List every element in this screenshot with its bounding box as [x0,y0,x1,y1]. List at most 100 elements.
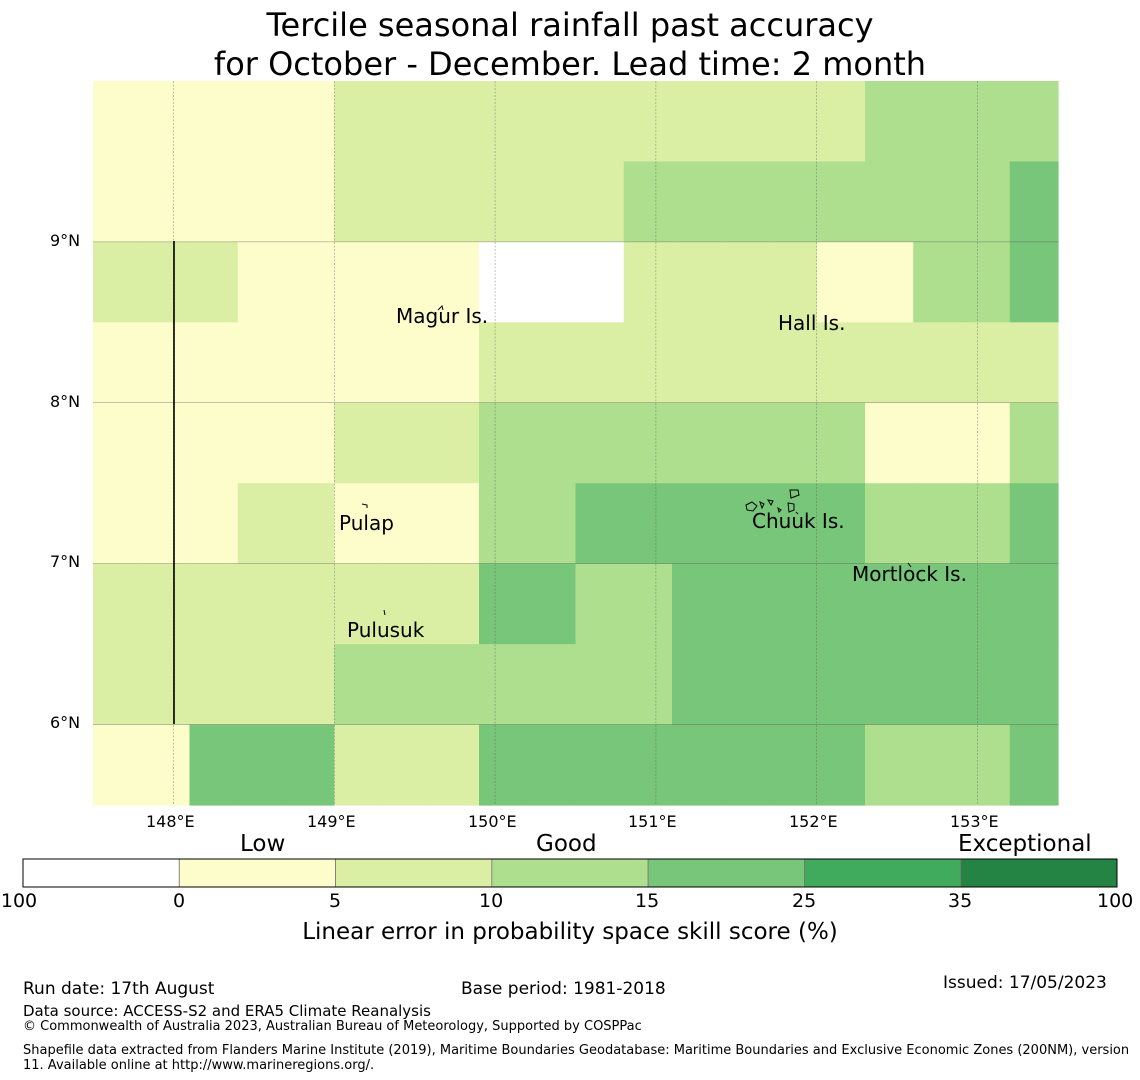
skill-cell [623,241,673,323]
skill-cell [768,241,818,323]
skill-cell [575,644,625,726]
map-title-line-2: for October - December. Lead time: 2 mon… [213,45,927,83]
skill-cell [1009,483,1059,565]
skill-cell [623,322,673,404]
skill-cell [865,402,914,484]
skill-cell [961,563,1011,645]
skill-cell [575,161,625,243]
skill-cell [720,161,770,243]
skill-cell [527,402,577,484]
skill-cell [382,322,432,404]
skill-cell [816,402,866,484]
skill-cell [672,81,721,163]
colorbar-tick-label: -100 [0,890,38,912]
skill-cell [865,322,914,404]
colorbar-tick-label: 100 [1097,890,1134,912]
skill-cell [623,81,673,163]
skill-cell [816,644,866,726]
colorbar-tick-label: 5 [329,890,342,912]
skill-cell [768,724,818,806]
skill-cell [479,81,528,163]
skill-cell [961,644,1011,726]
skill-cell [237,644,287,726]
colorbar-tick-label: 25 [792,890,817,912]
skill-cell [1009,322,1059,404]
skill-cell [479,402,528,484]
skill-cell [382,81,432,163]
skill-cell [816,81,866,163]
map-title-line-1: Tercile seasonal rainfall past accuracy [266,6,874,44]
skill-cell [816,161,866,243]
skill-cell [527,161,577,243]
skill-cell [286,322,335,404]
skill-cell [816,563,866,645]
skill-cell [286,563,335,645]
skill-cell [816,724,866,806]
skill-cell [334,483,384,565]
skill-cell [334,322,384,404]
skill-cell [865,81,914,163]
colorbar-category-good: Good [536,831,597,857]
skill-cell [720,81,770,163]
skill-cell [479,161,528,243]
skill-cell [623,483,673,565]
skill-cell [334,402,384,484]
skill-cell [334,724,384,806]
skill-cell [816,241,866,323]
skill-cell [720,322,770,404]
colorbar-tick-label: 10 [479,890,504,912]
lon-tick-label: 149°E [307,812,356,831]
place-label-mortlock: Mortlock Is. [852,562,967,586]
skill-cell [479,322,528,404]
skill-cell [865,563,914,645]
colorbar [22,858,1118,888]
skill-cell [672,563,721,645]
skill-cell [768,483,818,565]
skill-cell [93,644,142,726]
skill-cell [527,724,577,806]
skill-cell [1009,644,1059,726]
colorbar-segment [178,858,336,888]
skill-cell [93,724,142,806]
skill-cell [141,322,191,404]
skill-cell [382,161,432,243]
skill-cell [1009,724,1059,806]
skill-cell [865,724,914,806]
skill-cell [816,483,866,565]
colorbar-tick-label: 15 [635,890,660,912]
skill-cell [720,402,770,484]
skill-cell [189,161,239,243]
skill-cell [430,563,480,645]
data-source: Data source: ACCESS-S2 and ERA5 Climate … [23,1002,431,1020]
skill-cell [527,241,577,323]
place-label-magur: Magur Is. [396,304,489,328]
skill-cell [623,402,673,484]
skill-cell [575,402,625,484]
skill-cell [865,483,914,565]
skill-cell [865,241,914,323]
skill-cell [575,563,625,645]
colorbar-segment [960,858,1118,888]
skill-cell [479,483,528,565]
skill-cell [527,322,577,404]
skill-cell [623,644,673,726]
skill-cell [768,402,818,484]
skill-cell [382,563,432,645]
skill-cell [237,402,287,484]
skill-cell [913,644,963,726]
skill-cell [961,483,1011,565]
skill-cell [672,161,721,243]
graticule [93,81,1058,805]
place-label-pulusuk: Pulusuk [347,618,425,642]
lat-tick-label: 9°N [50,231,81,250]
skill-cell [623,563,673,645]
skill-cell [720,241,770,323]
skill-cell [382,241,432,323]
skill-cell [286,161,335,243]
skill-cell [141,563,191,645]
skill-cell [141,483,191,565]
skill-cell [1009,241,1059,323]
place-label-chuuk: Chuuk Is. [752,509,845,533]
colorbar-category-low: Low [240,831,286,857]
lon-tick-label: 151°E [628,812,677,831]
